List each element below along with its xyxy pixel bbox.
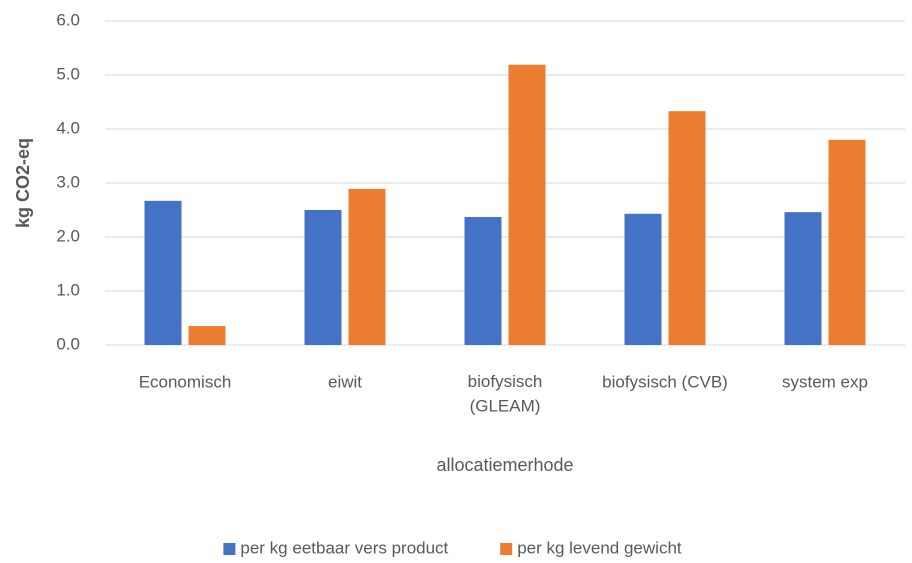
y-tick-label: 0.0 (56, 334, 80, 353)
y-tick-label: 6.0 (56, 10, 80, 29)
x-tick-label: Economisch (139, 372, 232, 391)
y-tick-label: 3.0 (56, 172, 80, 191)
bar (668, 111, 706, 346)
y-tick-label: 5.0 (56, 64, 80, 83)
bar (304, 210, 342, 345)
bar (188, 326, 226, 345)
bar (508, 64, 546, 346)
y-tick-label: 1.0 (56, 280, 80, 299)
x-axis-title: allocatiemerhode (436, 455, 573, 475)
y-tick-label: 4.0 (56, 118, 80, 137)
legend-swatch (500, 543, 513, 555)
x-tick-label: biofysisch (GLEAM) (468, 372, 543, 416)
x-tick-label: eiwit (328, 372, 362, 391)
y-tick-label: 2.0 (56, 226, 80, 245)
bar (348, 188, 386, 345)
legend-swatch (223, 543, 236, 555)
bar (144, 200, 182, 345)
y-axis-title: kg CO2-eq (13, 138, 33, 228)
bar (828, 139, 866, 345)
legend-label: per kg levend gewicht (517, 538, 682, 557)
bar (464, 217, 502, 345)
legend-label: per kg eetbaar vers product (240, 538, 448, 557)
bar (624, 213, 662, 345)
x-tick-label: biofysisch (CVB) (602, 372, 728, 391)
x-tick-label: system exp (782, 372, 868, 391)
bar (784, 212, 822, 345)
